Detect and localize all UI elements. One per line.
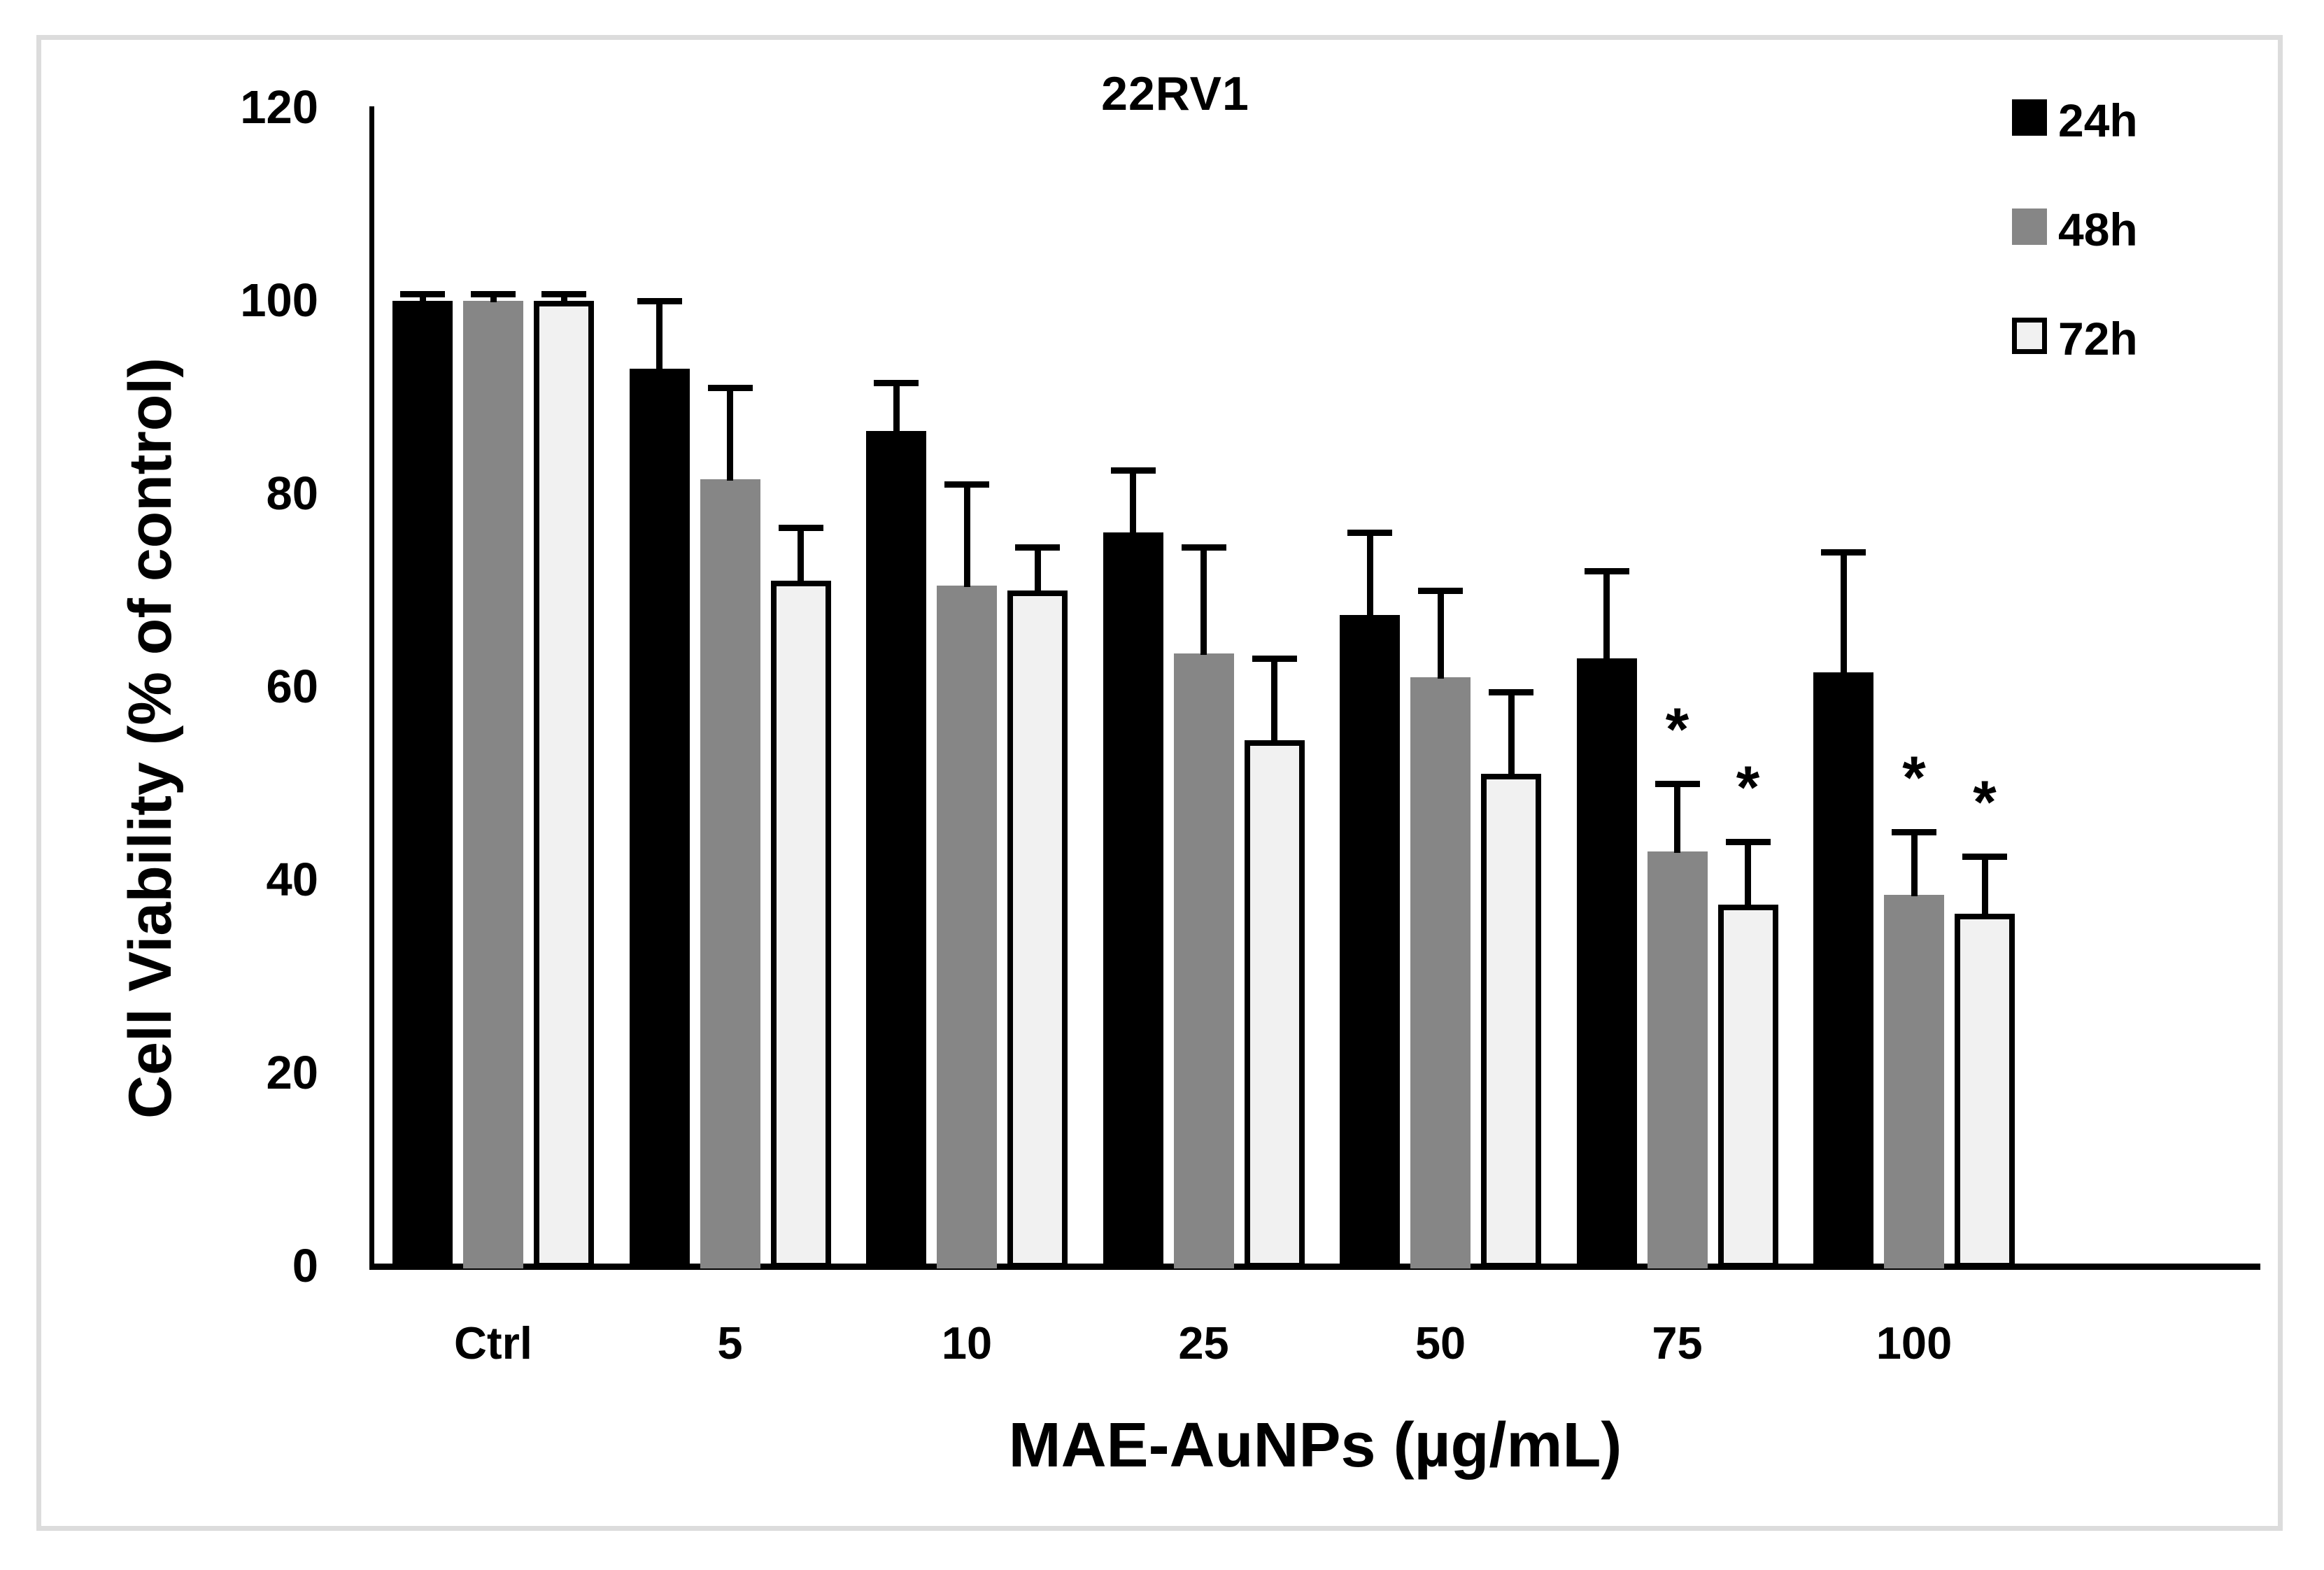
error-bar-stem-72h-10 (1034, 546, 1041, 592)
legend-swatch-24h (2012, 99, 2047, 136)
x-category-label-Ctrl: Ctrl (454, 1317, 532, 1369)
error-bar-cap-48h-75 (1655, 781, 1700, 787)
bar-48h-25 (1173, 653, 1234, 1268)
y-axis-line (369, 106, 374, 1269)
significance-asterisk-72h-100: * (1973, 768, 1997, 836)
error-bar-stem-48h-25 (1200, 546, 1207, 655)
bar-48h-100 (1884, 894, 1944, 1268)
error-bar-stem-48h-100 (1911, 832, 1918, 896)
bar-24h-10 (866, 431, 926, 1268)
bar-24h-Ctrl (392, 301, 453, 1268)
error-bar-stem-24h-75 (1603, 571, 1610, 660)
chart-title: 22RV1 (1101, 67, 1249, 120)
error-bar-cap-72h-Ctrl (541, 291, 586, 298)
x-category-label-100: 100 (1876, 1317, 1953, 1369)
bar-72h-25 (1244, 740, 1305, 1268)
error-bar-stem-24h-25 (1130, 469, 1136, 535)
error-bar-stem-24h-5 (656, 301, 663, 370)
error-bar-cap-24h-50 (1347, 530, 1392, 537)
y-tick-label-100: 100 (240, 274, 318, 327)
figure-border-frame (36, 35, 2283, 1531)
x-category-label-25: 25 (1178, 1317, 1229, 1369)
error-bar-cap-72h-75 (1725, 838, 1771, 845)
error-bar-stem-72h-5 (798, 528, 804, 583)
bar-24h-75 (1576, 658, 1637, 1268)
bar-24h-100 (1813, 672, 1873, 1268)
bar-24h-5 (629, 368, 690, 1268)
error-bar-cap-72h-10 (1015, 544, 1060, 551)
bar-48h-50 (1410, 677, 1471, 1268)
y-tick-label-80: 80 (266, 467, 318, 520)
error-bar-cap-24h-5 (637, 298, 682, 304)
error-bar-stem-72h-50 (1508, 691, 1515, 776)
bar-48h-75 (1647, 851, 1708, 1268)
bar-72h-100 (1955, 914, 2015, 1268)
bar-72h-Ctrl (534, 301, 594, 1268)
y-tick-label-120: 120 (240, 81, 318, 134)
error-bar-cap-48h-100 (1892, 829, 1936, 835)
bar-48h-10 (937, 586, 997, 1268)
error-bar-stem-24h-10 (893, 383, 900, 433)
legend-swatch-72h (2012, 318, 2047, 354)
bar-24h-50 (1340, 614, 1400, 1268)
bar-24h-25 (1103, 532, 1163, 1268)
error-bar-stem-72h-100 (1981, 856, 1988, 916)
error-bar-stem-24h-50 (1366, 532, 1373, 616)
bar-72h-75 (1717, 904, 1778, 1268)
x-category-label-75: 75 (1652, 1317, 1703, 1369)
bar-72h-10 (1007, 590, 1068, 1268)
error-bar-stem-48h-50 (1437, 590, 1444, 679)
error-bar-cap-48h-5 (707, 385, 753, 392)
error-bar-cap-24h-100 (1821, 549, 1866, 556)
x-category-label-50: 50 (1415, 1317, 1466, 1369)
y-tick-label-20: 20 (266, 1047, 318, 1099)
x-axis-title: MAE-AuNPs (µg/mL) (1008, 1410, 1622, 1480)
y-tick-label-60: 60 (266, 660, 318, 713)
significance-asterisk-48h-75: * (1665, 696, 1689, 763)
legend-swatch-48h (2012, 208, 2047, 245)
y-axis-title: Cell Viability (% of control) (117, 358, 184, 1119)
error-bar-stem-72h-Ctrl (560, 294, 567, 302)
error-bar-cap-48h-25 (1181, 544, 1226, 551)
error-bar-stem-24h-100 (1840, 551, 1847, 674)
bar-48h-Ctrl (463, 301, 523, 1268)
x-axis-line (369, 1264, 2260, 1270)
error-bar-cap-24h-10 (874, 380, 919, 387)
legend-label-72h: 72h (2058, 313, 2138, 365)
error-bar-cap-72h-50 (1489, 688, 1533, 695)
bar-48h-5 (700, 479, 760, 1268)
error-bar-cap-48h-50 (1418, 588, 1463, 594)
error-bar-cap-48h-Ctrl (471, 291, 516, 298)
error-bar-cap-72h-100 (1962, 853, 2007, 860)
error-bar-stem-72h-25 (1271, 658, 1277, 742)
error-bar-cap-24h-Ctrl (400, 291, 445, 298)
error-bar-stem-48h-75 (1674, 784, 1680, 853)
error-bar-cap-24h-75 (1584, 568, 1629, 575)
error-bar-cap-24h-25 (1110, 467, 1156, 474)
error-bar-stem-48h-5 (727, 388, 733, 481)
error-bar-cap-72h-25 (1252, 655, 1297, 662)
error-bar-stem-72h-75 (1745, 841, 1751, 906)
error-bar-stem-48h-10 (963, 484, 970, 588)
x-category-label-5: 5 (717, 1317, 743, 1369)
legend-label-48h: 48h (2058, 204, 2138, 255)
error-bar-cap-48h-10 (944, 481, 989, 488)
y-tick-label-40: 40 (266, 854, 318, 906)
x-category-label-10: 10 (941, 1317, 993, 1369)
error-bar-stem-48h-Ctrl (490, 294, 497, 302)
error-bar-stem-24h-Ctrl (419, 294, 426, 302)
significance-asterisk-48h-100: * (1902, 744, 1926, 812)
legend-label-24h: 24h (2058, 94, 2138, 146)
error-bar-cap-72h-5 (778, 525, 823, 532)
bar-72h-5 (770, 581, 831, 1268)
significance-asterisk-72h-75: * (1736, 754, 1760, 821)
bar-72h-50 (1481, 774, 1541, 1268)
y-tick-label-0: 0 (292, 1240, 318, 1292)
